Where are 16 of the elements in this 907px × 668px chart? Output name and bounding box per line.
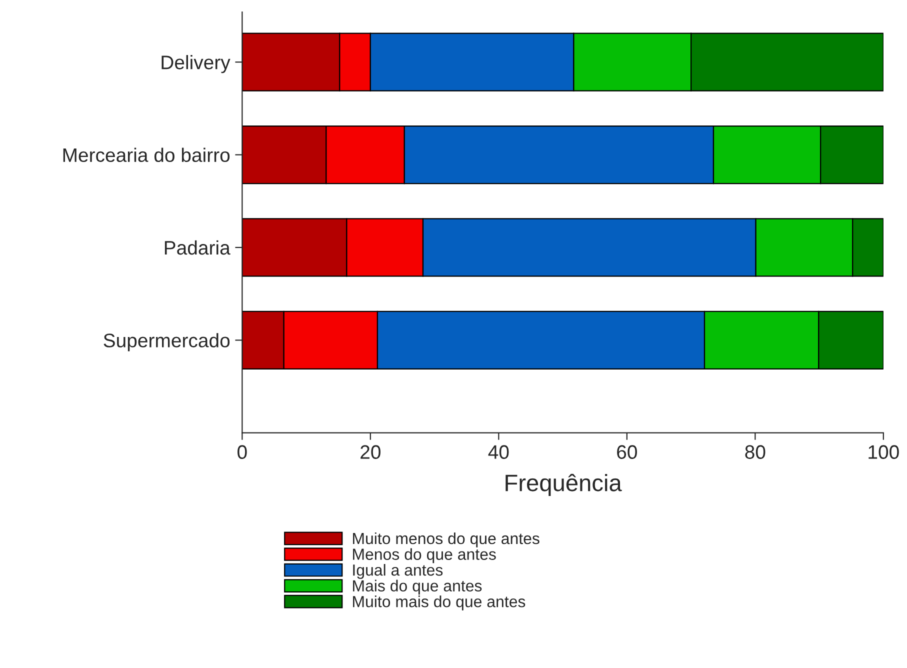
x-tick-label: 0 — [238, 445, 247, 459]
y-tick-label: Padaria — [164, 240, 230, 255]
y-tick-label: Supermercado — [104, 333, 230, 352]
x-axis-title: Frequência — [506, 474, 622, 496]
legend-label: Igual a antes — [353, 564, 443, 579]
x-tick-label: 60 — [617, 445, 637, 459]
x-tick-label: 80 — [745, 445, 766, 459]
y-tick-label: Mercearia do bairro — [63, 148, 230, 162]
y-tick-label: Delivery — [162, 55, 230, 74]
legend-label: Menos do que antes — [353, 548, 496, 564]
legend-label: Muito menos do que antes — [353, 532, 540, 548]
x-tick-label: 40 — [488, 445, 509, 459]
x-tick-label: 20 — [360, 445, 380, 459]
legend-label: Mais do que antes — [353, 580, 482, 595]
x-tick-label: 100 — [868, 445, 899, 459]
legend-label: Muito mais do que antes — [353, 596, 526, 610]
